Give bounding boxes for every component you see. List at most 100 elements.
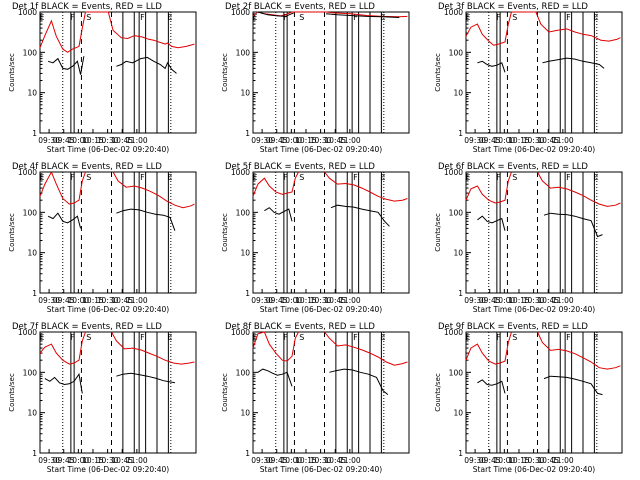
x-tick-label: 10:30 — [310, 296, 332, 305]
plot-frame — [465, 171, 623, 294]
chart-title: Det 8f BLACK = Events, RED = LLD — [225, 322, 375, 332]
x-tick-label: 11:00 — [126, 136, 148, 145]
event-marker-label: F — [353, 173, 358, 182]
x-tick-label: 10:00 — [494, 456, 516, 465]
y-tick-label: 100 — [449, 48, 464, 57]
x-tick-label: 10:15 — [508, 136, 530, 145]
x-tick-label: 09:45 — [479, 456, 501, 465]
events-series-line — [257, 368, 293, 387]
y-axis-label: Counts/sec — [434, 213, 442, 252]
x-tick-label: 10:30 — [523, 136, 545, 145]
x-tick-label: 10:00 — [68, 136, 90, 145]
event-marker-label: E — [380, 173, 385, 182]
x-tick-label: 10:00 — [494, 136, 516, 145]
y-tick-label: 10 — [453, 89, 463, 98]
event-marker-label: E — [465, 173, 470, 182]
x-tick-label: 10:30 — [523, 296, 545, 305]
x-axis-label: Start Time (06-Dec-02 09:20:40) — [473, 305, 595, 314]
x-tick-label: 10:30 — [97, 456, 119, 465]
x-axis-label: Start Time (06-Dec-02 09:20:40) — [260, 465, 382, 474]
x-tick-label: 09:30 — [464, 456, 486, 465]
x-tick-label: 10:30 — [310, 136, 332, 145]
event-marker-label: E — [465, 13, 470, 22]
x-tick-label: 10:15 — [82, 456, 104, 465]
x-tick-label: 10:00 — [281, 296, 303, 305]
y-tick-label: 1000 — [18, 328, 37, 337]
y-tick-label: 100 — [23, 368, 38, 377]
event-marker-label: F — [566, 13, 571, 22]
event-marker-label: F — [283, 333, 288, 342]
x-tick-label: 10:00 — [281, 136, 303, 145]
chart-panel-det-4f: Det 4f BLACK = Events, RED = LLD 1 10 100 10… — [8, 162, 197, 314]
event-marker-label: S — [512, 13, 517, 22]
y-tick-label: 10 — [27, 409, 37, 418]
x-tick-label: 10:00 — [68, 296, 90, 305]
event-marker-label: E — [593, 333, 598, 342]
x-tick-label: 09:30 — [464, 136, 486, 145]
x-tick-label: 09:45 — [266, 136, 288, 145]
y-tick-label: 1 — [32, 289, 37, 298]
event-marker-label: E — [380, 13, 385, 22]
events-series-line — [543, 375, 603, 396]
event-marker-label: F — [566, 173, 571, 182]
y-tick-label: 1 — [458, 449, 463, 458]
events-series-line — [477, 60, 506, 73]
x-tick-label: 10:30 — [97, 136, 119, 145]
y-tick-label: 100 — [236, 208, 251, 217]
event-marker-label: S — [299, 173, 304, 182]
x-tick-label: 09:30 — [251, 456, 273, 465]
y-tick-label: 10 — [453, 249, 463, 258]
x-tick-label: 11:00 — [552, 136, 574, 145]
x-axis-label: Start Time (06-Dec-02 09:20:40) — [260, 145, 382, 154]
x-tick-label: 09:30 — [38, 456, 60, 465]
event-marker-label: F — [140, 173, 145, 182]
y-tick-label: 1000 — [444, 168, 463, 177]
y-axis-label: Counts/sec — [434, 53, 442, 92]
x-tick-label: 10:15 — [82, 136, 104, 145]
chart-panel-det-9f: Det 9f BLACK = Events, RED = LLD 1 10 100 10… — [434, 322, 623, 474]
x-tick-label: 10:00 — [68, 456, 90, 465]
event-marker-label: S — [86, 13, 91, 22]
lld-series-line — [537, 171, 621, 207]
event-marker-label: F — [283, 13, 288, 22]
event-marker-label: F — [496, 333, 501, 342]
events-series-line — [47, 212, 82, 229]
x-tick-label: 10:15 — [295, 456, 317, 465]
y-tick-label: 1000 — [18, 168, 37, 177]
x-tick-label: 09:30 — [251, 296, 273, 305]
lld-series-line — [39, 331, 86, 365]
chart-panel-det-1f: Det 1f BLACK = Events, RED = LLD 1 10 100 10… — [8, 2, 197, 154]
event-marker-label: E — [252, 173, 257, 182]
event-marker-label: F — [353, 333, 358, 342]
chart-title: Det 4f BLACK = Events, RED = LLD — [12, 162, 162, 172]
event-marker-label: E — [593, 173, 598, 182]
y-axis-label: Counts/sec — [221, 373, 229, 412]
plot-frame — [39, 11, 197, 134]
lld-series-line — [39, 11, 195, 53]
y-axis-label: Counts/sec — [8, 53, 16, 92]
events-series-line — [329, 368, 389, 395]
event-marker-label: E — [593, 13, 598, 22]
y-axis-label: Counts/sec — [8, 373, 16, 412]
events-series-line — [477, 215, 506, 231]
event-marker-label: E — [252, 13, 257, 22]
y-tick-label: 1 — [245, 449, 250, 458]
events-series-line — [543, 212, 603, 238]
x-axis-label: Start Time (06-Dec-02 09:20:40) — [473, 465, 595, 474]
y-tick-label: 100 — [23, 48, 38, 57]
events-series-line — [477, 379, 506, 394]
lld-series-line — [324, 171, 408, 202]
y-tick-label: 100 — [236, 48, 251, 57]
plot-frame — [252, 331, 410, 454]
x-tick-label: 10:45 — [111, 296, 133, 305]
lld-series-line — [537, 331, 621, 370]
chart-title: Det 1f BLACK = Events, RED = LLD — [12, 2, 162, 12]
x-tick-label: 11:00 — [552, 456, 574, 465]
x-tick-label: 10:45 — [111, 456, 133, 465]
x-tick-label: 10:15 — [82, 296, 104, 305]
event-marker-label: E — [380, 333, 385, 342]
lld-series-line — [252, 331, 299, 362]
lld-series-line — [465, 331, 512, 365]
x-tick-label: 11:00 — [552, 296, 574, 305]
event-marker-label: F — [566, 333, 571, 342]
